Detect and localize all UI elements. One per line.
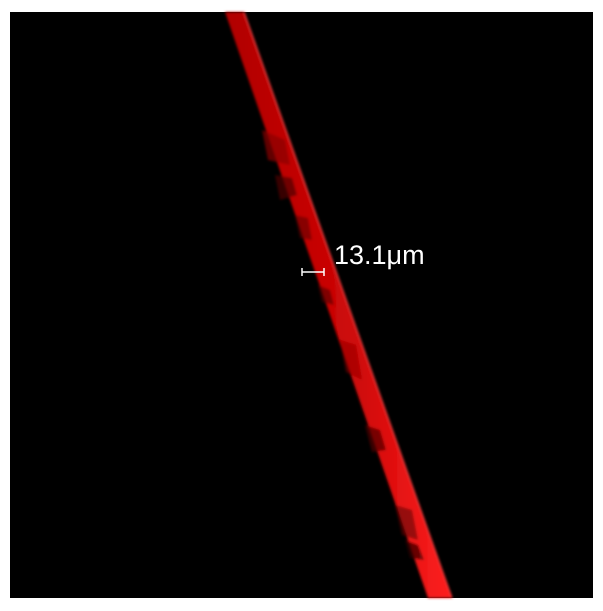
image-background xyxy=(10,12,593,598)
measurement-label: 13.1μm xyxy=(334,240,425,270)
micrograph: 13.1μm xyxy=(0,0,603,611)
page: 13.1μm (() => { const data = JSON.parse(… xyxy=(0,0,603,611)
